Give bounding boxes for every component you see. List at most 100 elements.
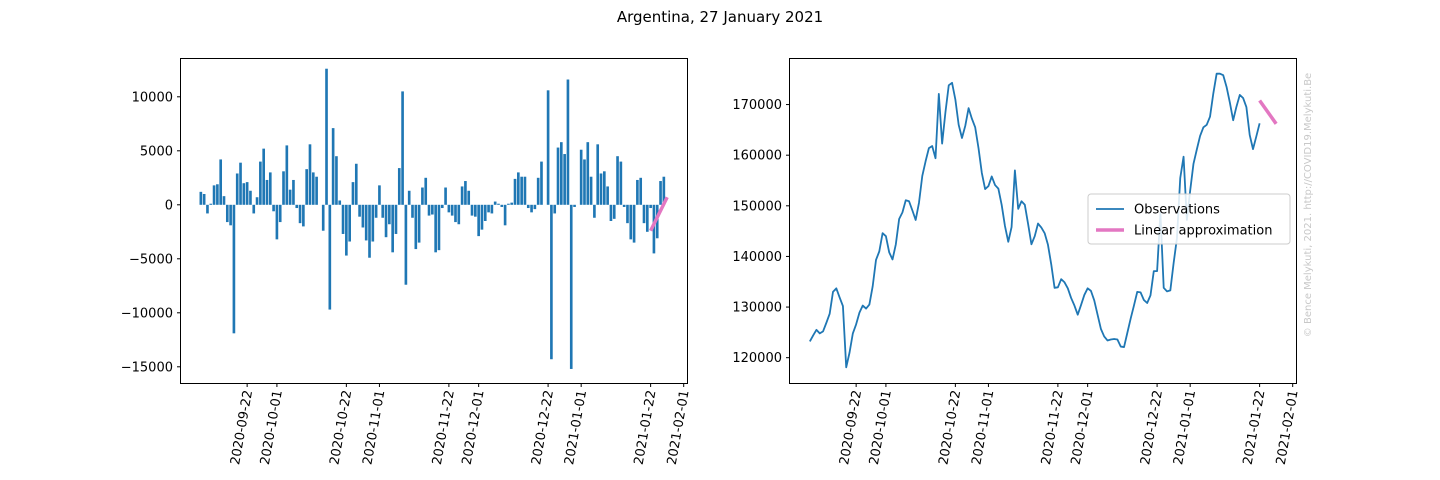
- line-chart-y-tick-label: 130000: [732, 301, 782, 316]
- bar: [659, 181, 662, 205]
- bar: [602, 171, 606, 205]
- bar: [546, 90, 550, 205]
- bar: [480, 204, 484, 230]
- bar: [275, 204, 279, 240]
- legend-label: Linear approximation: [1134, 224, 1272, 239]
- line-chart-x-tick-label: 2020-09-22: [837, 389, 865, 466]
- bar: [437, 204, 441, 251]
- bar: [202, 194, 206, 205]
- bar: [619, 161, 623, 205]
- bar: [460, 186, 464, 205]
- bar: [454, 204, 457, 223]
- bar-chart-x-tick-label: 2020-10-22: [327, 389, 355, 466]
- bar: [232, 204, 236, 334]
- bar: [345, 204, 348, 256]
- bar-chart-y-tick-label: 0: [165, 198, 173, 213]
- bar: [358, 204, 361, 217]
- bar: [282, 171, 285, 205]
- bar-chart-x-tick-label: 2020-09-22: [228, 389, 256, 466]
- bar: [540, 161, 543, 205]
- line-chart-x-tick-label: 2020-11-22: [1039, 389, 1067, 466]
- bar: [216, 184, 219, 205]
- bar: [305, 169, 308, 205]
- bar: [199, 191, 203, 205]
- bar: [348, 204, 351, 242]
- bar: [599, 173, 603, 205]
- bar: [526, 204, 530, 209]
- bar-chart-x-tick-label: 2020-10-01: [258, 389, 286, 466]
- bar: [371, 204, 375, 242]
- bar: [308, 144, 312, 205]
- bar: [477, 204, 480, 237]
- line-chart-x-axis: 2020-09-22 2020-10-01 2020-10-22 2020-11-01…: [837, 383, 1302, 466]
- bar: [341, 204, 345, 234]
- line-chart-x-tick-label: 2021-01-01: [1171, 389, 1199, 466]
- bar: [434, 204, 437, 253]
- bar: [550, 204, 553, 360]
- bar: [622, 204, 626, 207]
- line-chart-y-axis: 120000 130000 140000 150000 160000 170000: [732, 98, 790, 366]
- bar: [593, 204, 596, 218]
- bar: [606, 186, 609, 205]
- bar: [596, 144, 600, 205]
- bar: [497, 203, 500, 205]
- bar: [374, 204, 378, 218]
- bar: [626, 204, 629, 224]
- bar: [510, 202, 514, 205]
- bar: [242, 183, 246, 205]
- bar: [493, 201, 497, 205]
- bar: [311, 172, 315, 205]
- bar: [229, 204, 232, 226]
- bar: [503, 204, 507, 226]
- bar: [315, 176, 318, 205]
- bar-chart-y-axis: −15000 −10000 −5000 0 5000 10000: [121, 90, 181, 375]
- bar: [583, 159, 586, 205]
- bar: [285, 145, 289, 205]
- bar-chart-linear-fit: [649, 196, 669, 232]
- line-chart-x-tick-label: 2020-10-01: [867, 389, 895, 466]
- bar: [520, 176, 523, 205]
- line-chart-legend: Observations Linear approximation: [1087, 193, 1291, 245]
- line-chart-y-tick-label: 140000: [732, 250, 782, 265]
- bar: [569, 204, 573, 369]
- bar-chart-x-tick-label: 2020-12-22: [529, 389, 557, 466]
- bar: [421, 187, 424, 205]
- bar: [206, 204, 209, 214]
- linear-approximation-line: [1258, 99, 1278, 125]
- bar: [579, 149, 583, 205]
- bar: [295, 204, 299, 209]
- line-chart-y-tick-label: 150000: [732, 199, 782, 214]
- bar: [586, 142, 590, 205]
- bar: [388, 204, 391, 225]
- watermark-credit: © Bence Melykuti, 2021. http://COVID19.M…: [1303, 73, 1314, 337]
- bar: [292, 179, 295, 205]
- bar: [212, 185, 216, 205]
- bar: [338, 200, 342, 205]
- bar-chart-x-tick-label: 2021-01-22: [632, 389, 660, 466]
- bar: [450, 204, 454, 216]
- bar: [616, 156, 619, 205]
- bar: [268, 172, 272, 205]
- line-chart-x-tick-label: 2021-02-01: [1274, 389, 1302, 466]
- bar: [649, 204, 652, 209]
- bar: [464, 181, 467, 205]
- line-chart-frame: [789, 58, 1297, 384]
- bar-chart-y-tick-label: −10000: [121, 306, 173, 321]
- bar: [321, 204, 325, 231]
- bar: [573, 204, 576, 207]
- bar: [427, 204, 431, 216]
- bar: [470, 204, 474, 216]
- bar: [245, 182, 249, 205]
- bar: [265, 179, 269, 205]
- bar: [354, 163, 358, 205]
- bar: [298, 204, 302, 224]
- bar: [219, 159, 223, 205]
- bar-chart-x-tick-label: 2020-12-01: [460, 389, 488, 466]
- bar: [507, 203, 510, 205]
- bar: [368, 204, 371, 258]
- bar: [652, 204, 656, 254]
- bar: [487, 204, 490, 213]
- bar: [447, 204, 451, 213]
- bar: [424, 177, 428, 205]
